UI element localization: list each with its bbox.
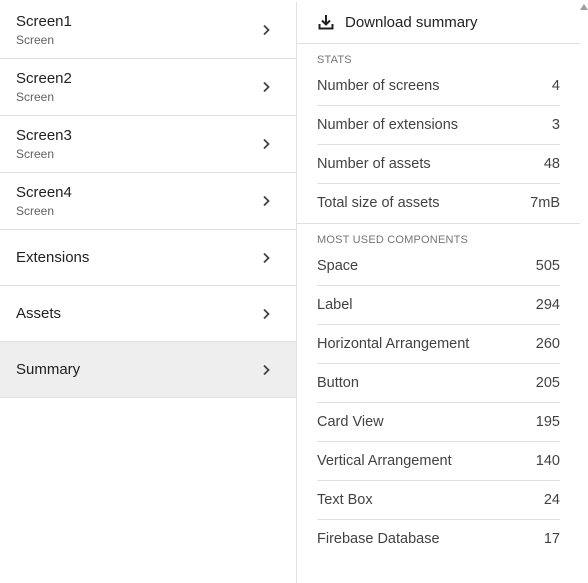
stat-row: Total size of assets 7mB xyxy=(317,184,560,223)
component-row-value: 505 xyxy=(535,258,560,274)
scrollbar[interactable] xyxy=(580,0,588,583)
stat-row: Number of assets 48 xyxy=(317,145,560,184)
nav-item-screen1[interactable]: Screen1 Screen xyxy=(0,2,296,59)
component-row: Button 205 xyxy=(317,364,560,403)
component-row-label: Button xyxy=(317,375,359,391)
chevron-right-icon xyxy=(263,138,270,150)
chevron-right-icon xyxy=(263,195,270,207)
nav-item-assets[interactable]: Assets xyxy=(0,286,296,342)
nav-item-screen3[interactable]: Screen3 Screen xyxy=(0,116,296,173)
stat-row-value: 48 xyxy=(543,156,560,172)
component-row-value: 195 xyxy=(535,414,560,430)
stat-row-label: Number of extensions xyxy=(317,117,459,133)
nav-item-extensions[interactable]: Extensions xyxy=(0,230,296,286)
component-row: Card View 195 xyxy=(317,403,560,442)
stat-row-value: 4 xyxy=(551,78,560,94)
component-row-label: Text Box xyxy=(317,492,373,508)
component-row: Firebase Database 17 xyxy=(317,520,560,559)
component-row: Text Box 24 xyxy=(317,481,560,520)
stat-row: Number of screens 4 xyxy=(317,67,560,106)
nav-item-summary[interactable]: Summary xyxy=(0,342,296,398)
nav-item-title: Screen3 xyxy=(16,127,72,144)
chevron-right-icon xyxy=(263,24,270,36)
nav-item-title: Assets xyxy=(16,305,62,322)
nav-item-title: Screen1 xyxy=(16,13,72,30)
components-list: Space 505 Label 294 Horizontal Arrangement 26… xyxy=(297,247,580,559)
chevron-right-icon xyxy=(263,308,270,319)
component-row-label: Space xyxy=(317,258,359,274)
component-row-value: 294 xyxy=(535,297,560,313)
nav-item-subtitle: Screen xyxy=(16,147,55,161)
component-row-label: Label xyxy=(317,297,353,313)
component-row-label: Card View xyxy=(317,414,384,430)
stat-row-label: Total size of assets xyxy=(317,195,440,211)
stats-list: Number of screens 4 Number of extensions 3 N… xyxy=(297,67,580,223)
chevron-right-icon xyxy=(263,81,270,93)
stats-section: STATS Number of screens 4 Number of extens… xyxy=(297,44,580,224)
summary-panel: Download summary STATS Number of screens… xyxy=(297,2,580,583)
components-section: MOST USED COMPONENTS Space 505 Label 294 Hor… xyxy=(297,224,580,559)
project-nav-list: Screen1 Screen Screen2 Screen Screen3 Sc… xyxy=(0,2,297,583)
component-row: Horizontal Arrangement 260 xyxy=(317,325,560,364)
component-row-label: Horizontal Arrangement xyxy=(317,336,470,352)
component-row-label: Firebase Database xyxy=(317,531,440,547)
nav-item-subtitle: Screen xyxy=(16,33,55,47)
component-row-value: 260 xyxy=(535,336,560,352)
chevron-right-icon xyxy=(263,252,270,263)
component-row-value: 140 xyxy=(535,453,560,469)
stat-row: Number of extensions 3 xyxy=(317,106,560,145)
component-row: Label 294 xyxy=(317,286,560,325)
download-summary-label: Download summary xyxy=(345,14,478,31)
stats-header: STATS xyxy=(317,54,352,66)
nav-item-subtitle: Screen xyxy=(16,204,55,218)
components-header: MOST USED COMPONENTS xyxy=(317,234,469,246)
nav-item-title: Screen2 xyxy=(16,70,72,87)
nav-item-title: Summary xyxy=(16,361,81,378)
stat-row-label: Number of assets xyxy=(317,156,431,172)
component-row: Space 505 xyxy=(317,247,560,286)
component-row-value: 205 xyxy=(535,375,560,391)
stat-row-label: Number of screens xyxy=(317,78,440,94)
nav-item-screen4[interactable]: Screen4 Screen xyxy=(0,173,296,230)
nav-item-subtitle: Screen xyxy=(16,90,55,104)
component-row-value: 24 xyxy=(543,492,560,508)
component-row-value: 17 xyxy=(543,531,560,547)
download-icon xyxy=(318,15,334,30)
download-summary-button[interactable]: Download summary xyxy=(297,2,580,44)
nav-item-screen2[interactable]: Screen2 Screen xyxy=(0,59,296,116)
stat-row-value: 3 xyxy=(551,117,560,133)
nav-item-title: Screen4 xyxy=(16,184,72,201)
stat-row-value: 7mB xyxy=(530,195,560,211)
nav-item-title: Extensions xyxy=(16,249,90,266)
component-row-label: Vertical Arrangement xyxy=(317,453,452,469)
scroll-up-arrow-icon[interactable] xyxy=(580,2,588,12)
chevron-right-icon xyxy=(263,364,270,375)
component-row: Vertical Arrangement 140 xyxy=(317,442,560,481)
